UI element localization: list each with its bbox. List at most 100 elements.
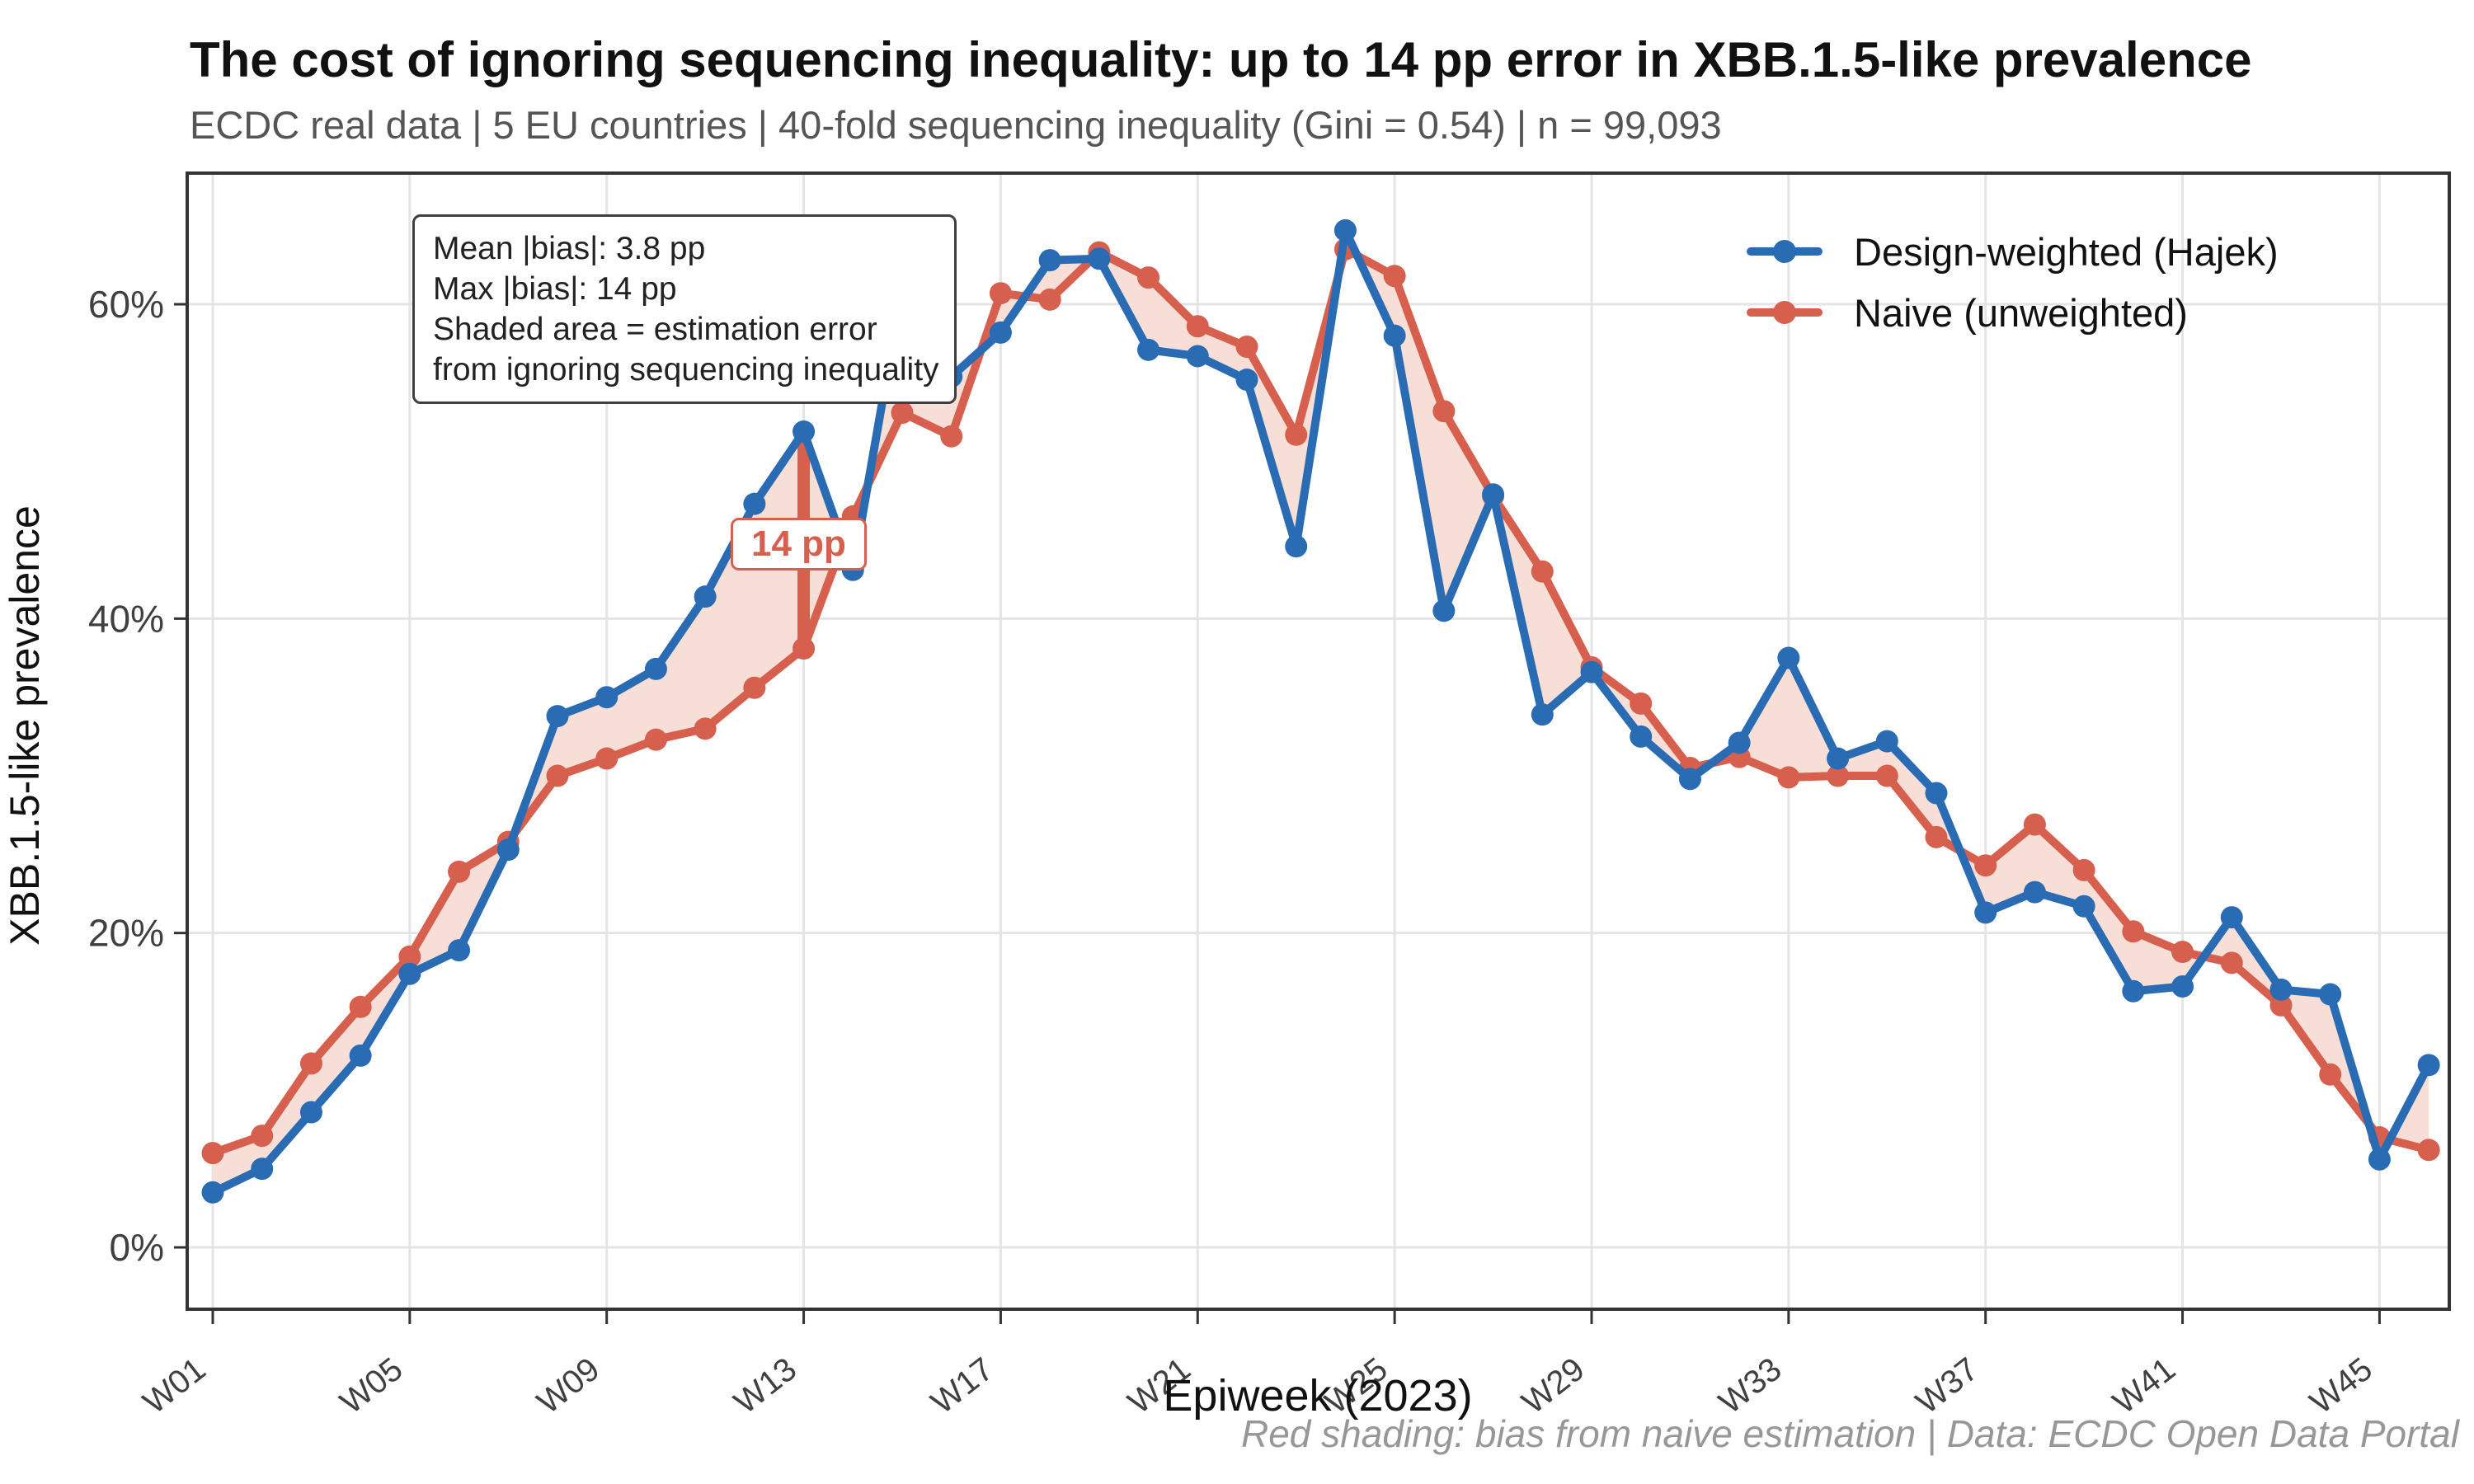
design-weighted-point — [201, 1181, 224, 1204]
naive-point — [1186, 315, 1209, 338]
annotation-shaded-area-2: from ignoring sequencing inequality — [433, 352, 939, 387]
y-tick-label: 60% — [88, 283, 164, 326]
legend-entry-design-weighted: Design-weighted (Hajek) — [1747, 221, 2279, 282]
naive-point — [2072, 858, 2095, 881]
design-weighted-point — [1137, 338, 1160, 361]
legend-marker-red-icon — [1747, 301, 1823, 324]
y-tick-label: 0% — [110, 1226, 164, 1269]
naive-point — [2023, 813, 2046, 836]
design-weighted-point — [2319, 983, 2342, 1006]
design-weighted-point — [1186, 345, 1209, 368]
design-weighted-point — [2417, 1054, 2440, 1077]
design-weighted-point — [2171, 975, 2194, 998]
design-weighted-point — [1531, 703, 1554, 726]
legend-label-design-weighted: Design-weighted (Hajek) — [1854, 229, 2279, 274]
naive-point — [398, 945, 421, 968]
naive-point — [546, 764, 569, 787]
naive-point — [1630, 692, 1653, 715]
naive-point — [1875, 764, 1898, 787]
design-weighted-point — [2269, 978, 2293, 1001]
design-weighted-point — [1235, 369, 1258, 392]
naive-point — [2220, 951, 2243, 974]
design-weighted-point — [989, 321, 1012, 344]
design-weighted-point — [2220, 906, 2243, 929]
design-weighted-point — [1630, 725, 1653, 748]
x-axis-title: Epiweek (2023) — [1163, 1371, 1473, 1421]
design-weighted-point — [1875, 730, 1898, 753]
design-weighted-point — [694, 585, 717, 608]
naive-point — [2269, 993, 2293, 1017]
naive-point — [595, 747, 618, 770]
naive-point — [1235, 336, 1258, 359]
naive-point — [349, 995, 372, 1018]
design-weighted-point — [448, 939, 471, 962]
design-weighted-point — [1038, 249, 1061, 272]
naive-point — [940, 425, 963, 448]
design-weighted-point — [1285, 535, 1308, 558]
y-tick-label: 40% — [88, 597, 164, 640]
y-axis-title: XBB.1.5-like prevalence — [2, 505, 48, 946]
chart-title: The cost of ignoring sequencing inequali… — [190, 32, 2252, 87]
naive-point — [1925, 825, 1948, 848]
design-weighted-point — [1728, 731, 1751, 754]
naive-point — [2171, 941, 2194, 964]
naive-point — [891, 402, 914, 425]
x-tick-label: W37 — [1909, 1350, 1985, 1421]
naive-point — [1432, 400, 1456, 423]
x-tick-label: W09 — [530, 1350, 606, 1421]
bias-gap-label: 14 pp — [731, 518, 867, 571]
design-weighted-point — [349, 1044, 372, 1067]
naive-point — [1038, 288, 1061, 311]
naive-point — [1974, 854, 1997, 877]
naive-point — [299, 1052, 322, 1075]
bias-shaded-band — [213, 230, 2429, 1193]
panel-border — [186, 171, 2451, 1311]
legend-entry-naive: Naive (unweighted) — [1747, 282, 2279, 343]
naive-line — [209, 245, 2434, 1158]
annotation-max-bias: Max |bias|: 14 pp — [433, 271, 677, 307]
naive-point — [2319, 1063, 2342, 1086]
design-weighted-point — [743, 492, 766, 515]
design-weighted-point — [1827, 747, 1850, 770]
naive-point — [1137, 266, 1160, 289]
design-weighted-point — [2072, 895, 2095, 918]
design-weighted-point — [793, 420, 816, 443]
naive-point — [694, 717, 717, 740]
design-weighted-point — [1333, 218, 1357, 242]
naive-point — [2417, 1139, 2440, 1162]
design-weighted-point — [1925, 782, 1948, 805]
design-weighted-point — [595, 686, 618, 709]
naive-point — [448, 860, 471, 883]
design-weighted-point — [2368, 1148, 2391, 1171]
naive-point — [644, 728, 667, 751]
naive-point — [793, 637, 816, 660]
x-tick-label: W29 — [1516, 1350, 1592, 1421]
naive-point — [1383, 265, 1406, 288]
design-weighted-point — [299, 1101, 322, 1124]
x-tick-label: W33 — [1712, 1350, 1788, 1421]
legend: Design-weighted (Hajek) Naive (unweighte… — [1747, 221, 2279, 343]
naive-point — [251, 1125, 274, 1148]
design-weighted-point — [546, 705, 569, 728]
legend-marker-blue-icon — [1747, 240, 1823, 263]
design-weighted-point — [1580, 660, 1603, 683]
x-tick-label: W45 — [2303, 1350, 2379, 1421]
x-tick-label: W17 — [924, 1350, 1000, 1421]
design-weighted-point — [1088, 247, 1111, 270]
design-weighted-point — [1482, 483, 1505, 506]
design-weighted-point — [644, 657, 667, 680]
naive-point — [2122, 920, 2145, 943]
design-weighted-point — [251, 1158, 274, 1181]
design-weighted-point — [2122, 979, 2145, 1003]
legend-dot-red-icon — [1773, 301, 1796, 324]
annotation-shaded-area: Shaded area = estimation error — [433, 312, 877, 347]
x-tick-label: W05 — [333, 1350, 409, 1421]
design-weighted-point — [496, 838, 520, 862]
x-tick-label: W01 — [137, 1350, 213, 1421]
legend-label-naive: Naive (unweighted) — [1854, 290, 2188, 335]
bias-annotation-box: Mean |bias|: 3.8 pp Max |bias|: 14 pp Sh… — [412, 214, 957, 404]
naive-point — [1827, 764, 1850, 787]
x-tick-label: W41 — [2106, 1350, 2182, 1421]
design-weighted-point — [1678, 768, 1701, 791]
naive-point — [201, 1142, 224, 1165]
